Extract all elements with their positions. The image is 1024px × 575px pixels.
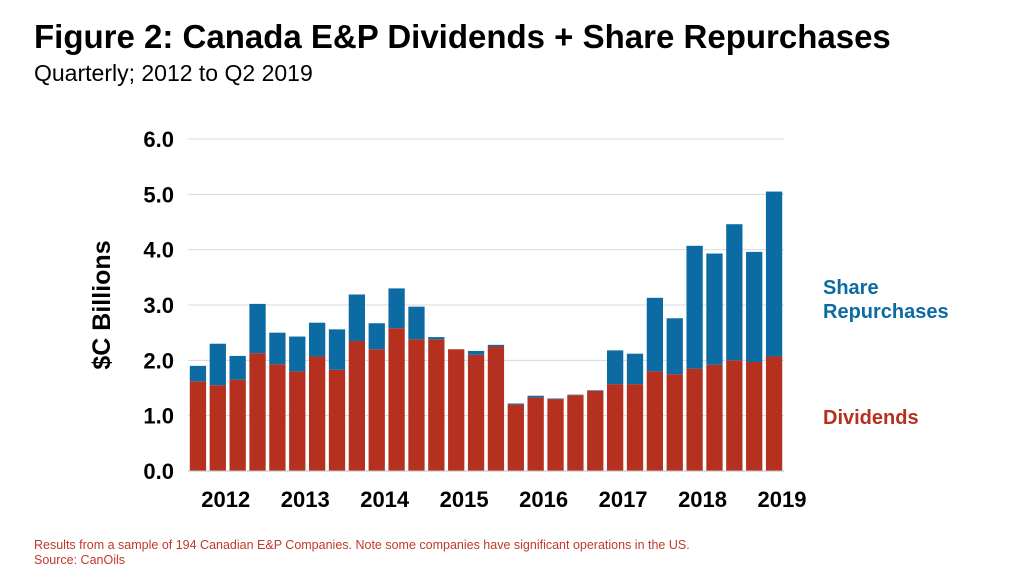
chart-title: Figure 2: Canada E&P Dividends + Share R…: [34, 18, 891, 55]
bar-dividends: [587, 390, 604, 471]
bar-share-repurchases: [746, 251, 763, 362]
legend-dividends: Dividends: [823, 406, 919, 430]
bar-dividends: [547, 399, 564, 471]
bar-share-repurchases: [527, 395, 544, 398]
bar-dividends: [428, 339, 445, 471]
bar-share-repurchases: [289, 336, 306, 372]
y-axis-label: $C Billions: [88, 240, 116, 369]
y-tick-label: 0.0: [143, 459, 174, 484]
bar-share-repurchases: [269, 332, 286, 365]
bar-dividends: [666, 374, 683, 471]
bar-dividends: [289, 371, 306, 471]
bar-dividends: [507, 404, 524, 471]
bar-dividends: [765, 356, 783, 471]
bar-share-repurchases: [467, 350, 485, 355]
bar-dividends: [726, 360, 743, 471]
y-tick-label: 1.0: [143, 404, 174, 429]
bar-dividends: [408, 339, 425, 471]
bar-dividends: [646, 371, 664, 471]
bar-share-repurchases: [606, 350, 624, 385]
y-tick-label: 4.0: [143, 238, 174, 263]
bar-share-repurchases: [388, 288, 405, 329]
bar-share-repurchases: [646, 297, 664, 372]
footnote-source: Source: CanOils: [34, 553, 126, 567]
bar-share-repurchases: [587, 390, 604, 391]
bar-dividends: [606, 384, 624, 471]
bar-dividends: [209, 385, 226, 471]
chart-subtitle: Quarterly; 2012 to Q2 2019: [34, 60, 313, 86]
bar-share-repurchases: [626, 353, 644, 385]
bar-share-repurchases: [209, 343, 226, 386]
x-tick-label: 2019: [758, 487, 807, 512]
bar-share-repurchases: [666, 318, 683, 375]
bar-dividends: [567, 395, 584, 471]
y-tick-label: 6.0: [143, 127, 174, 152]
bar-share-repurchases: [507, 403, 524, 405]
legend-share-repurchases: Share Repurchases: [823, 276, 973, 324]
y-tick-label: 2.0: [143, 348, 174, 373]
bar-share-repurchases: [686, 245, 703, 369]
bar-dividends: [746, 361, 763, 471]
bar-share-repurchases: [368, 323, 385, 350]
bar-share-repurchases: [706, 253, 723, 365]
x-tick-label: 2016: [519, 487, 568, 512]
bar-share-repurchases: [408, 306, 425, 340]
bar-dividends: [626, 384, 644, 471]
x-tick-label: 2017: [599, 487, 648, 512]
bar-share-repurchases: [348, 294, 366, 341]
bar-dividends: [487, 346, 505, 471]
bar-share-repurchases: [547, 398, 564, 400]
footnote: Results from a sample of 194 Canadian E&…: [34, 538, 690, 568]
bar-share-repurchases: [308, 322, 326, 357]
bar-share-repurchases: [249, 303, 266, 354]
bar-dividends: [527, 397, 544, 471]
bar-dividends: [249, 353, 266, 471]
x-tick-label: 2014: [360, 487, 410, 512]
x-tick-label: 2013: [281, 487, 330, 512]
bar-dividends: [308, 356, 326, 471]
bar-dividends: [368, 349, 385, 471]
y-tick-label: 5.0: [143, 182, 174, 207]
bar-dividends: [448, 349, 465, 471]
bar-share-repurchases: [487, 344, 505, 347]
bar-dividends: [467, 354, 485, 471]
y-tick-label: 3.0: [143, 293, 174, 318]
legend-label-dividends: Dividends: [823, 407, 919, 429]
legend-label-share-repurchases: Share Repurchases: [823, 277, 949, 323]
bar-dividends: [328, 369, 346, 471]
bar-dividends: [686, 368, 703, 471]
bar-share-repurchases: [189, 365, 207, 382]
bar-dividends: [189, 381, 207, 471]
bar-share-repurchases: [328, 329, 346, 370]
bar-share-repurchases: [726, 224, 743, 361]
bar-share-repurchases: [229, 355, 246, 380]
x-tick-label: 2015: [440, 487, 489, 512]
bar-dividends: [229, 379, 246, 471]
bar-share-repurchases: [765, 191, 783, 357]
bar-dividends: [348, 340, 366, 471]
x-tick-label: 2018: [678, 487, 727, 512]
x-tick-label: 2012: [201, 487, 250, 512]
bar-dividends: [388, 328, 405, 471]
footnote-note: Results from a sample of 194 Canadian E&…: [34, 538, 690, 552]
bar-share-repurchases: [428, 337, 445, 340]
bar-share-repurchases: [567, 394, 584, 396]
bar-dividends: [269, 364, 286, 471]
bar-dividends: [706, 364, 723, 471]
